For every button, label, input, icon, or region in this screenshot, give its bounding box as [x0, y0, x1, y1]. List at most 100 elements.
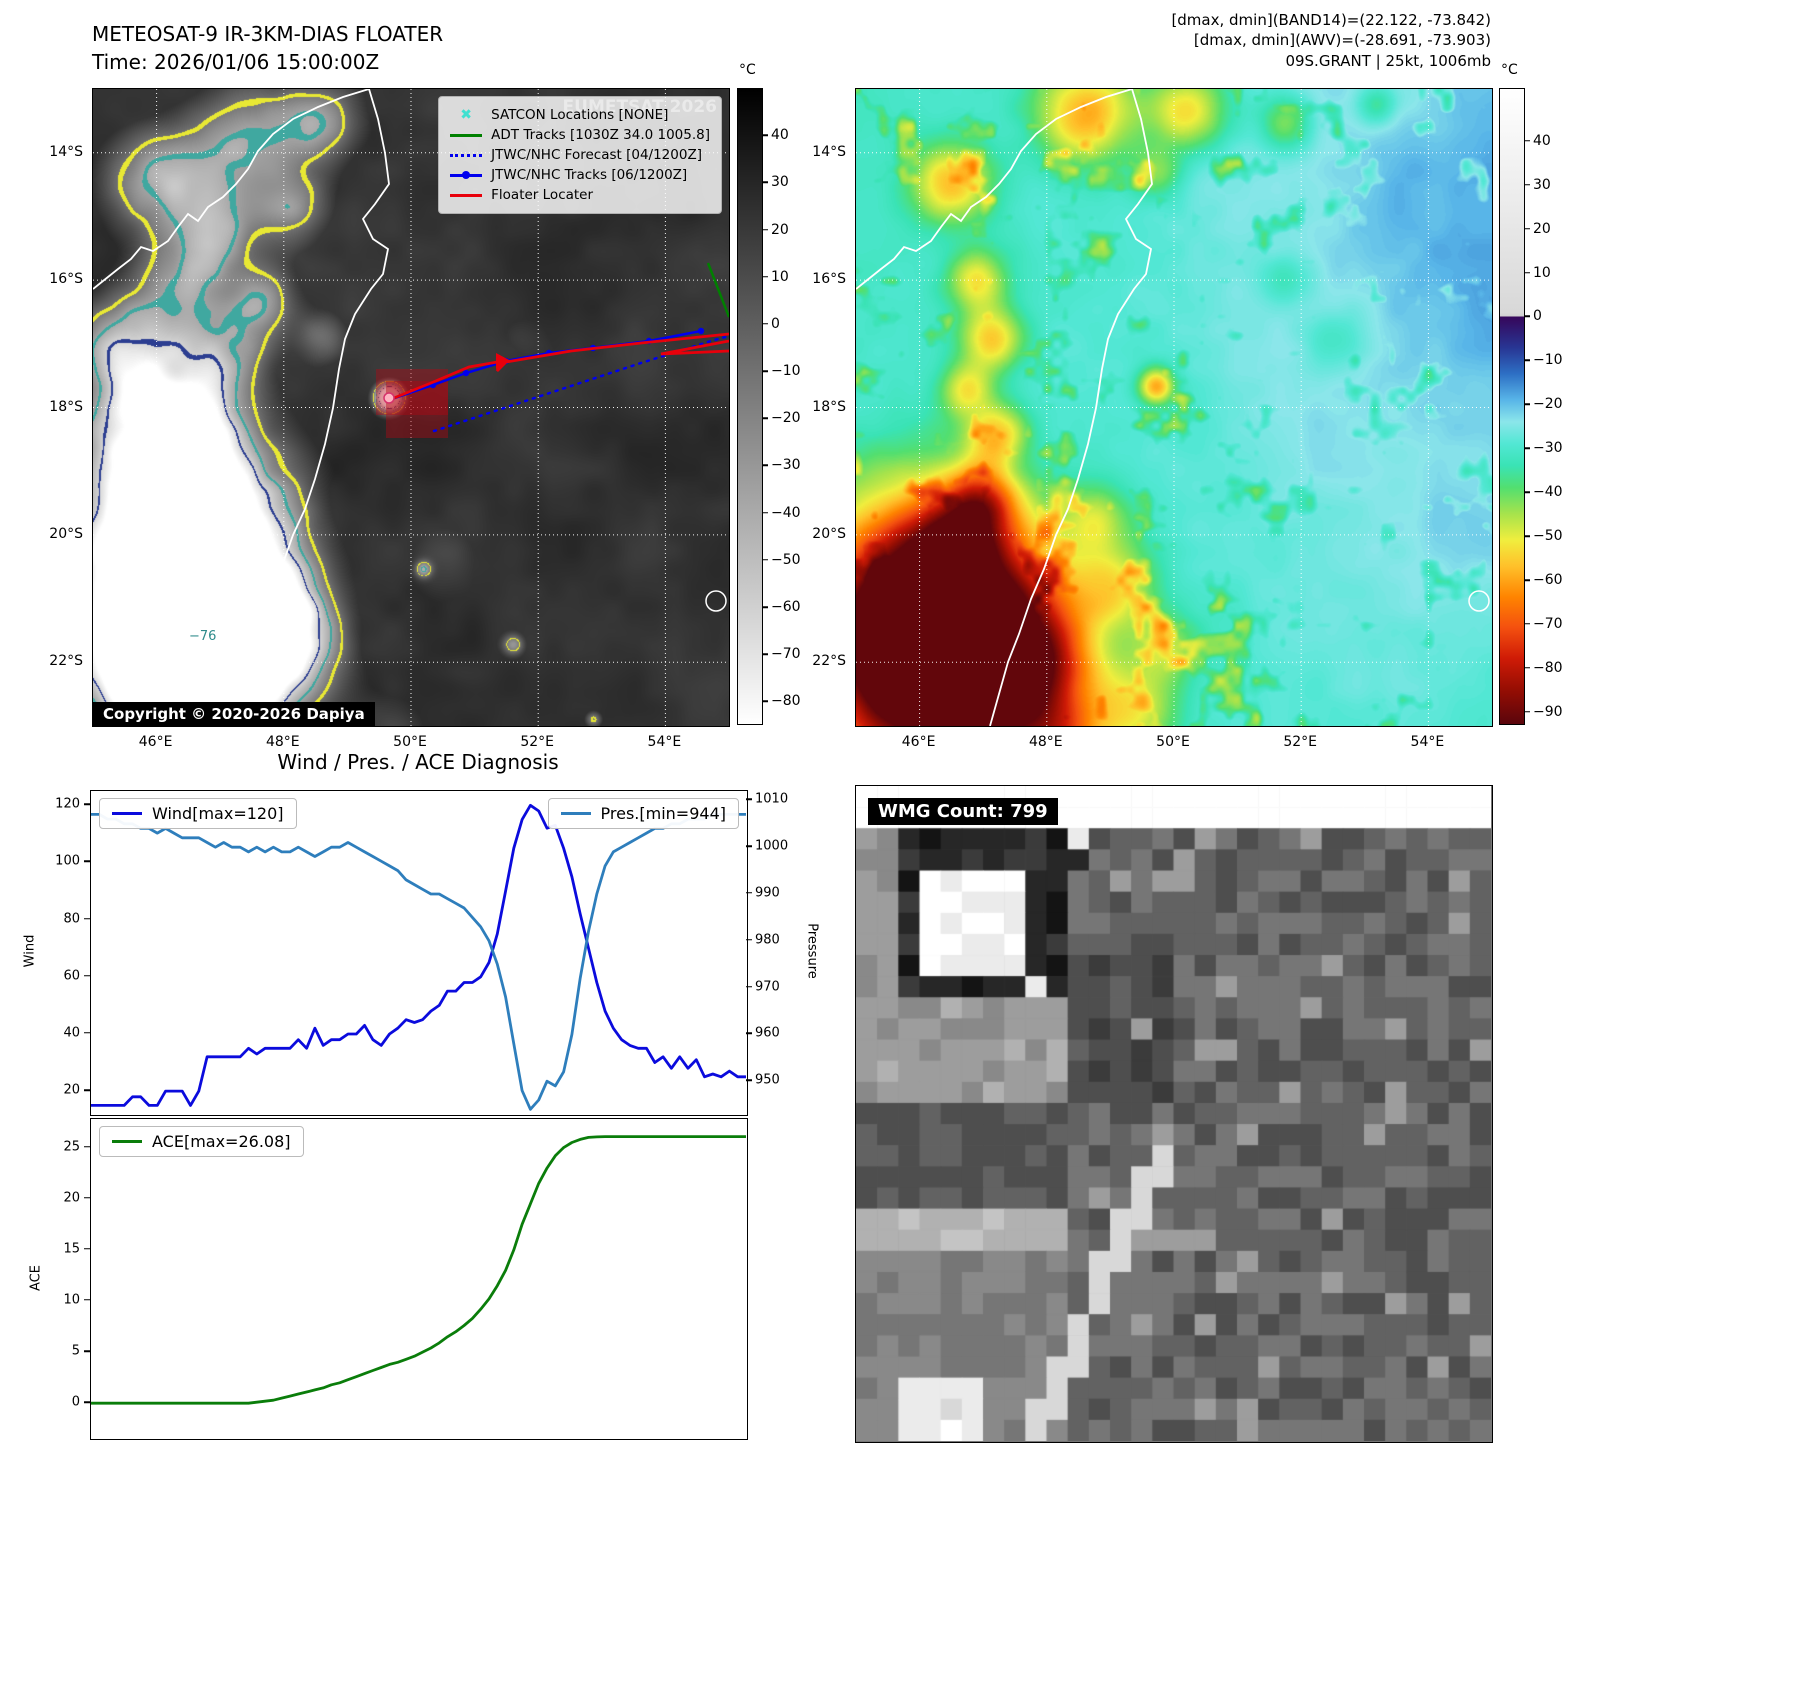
axis-tick-mark — [84, 1032, 90, 1034]
colorbar-tick-mark — [763, 417, 768, 420]
axis-tick-label: 990 — [755, 885, 780, 901]
colorbar-tick-label: −70 — [771, 646, 801, 663]
colorbar-tick-label: 10 — [1533, 264, 1551, 281]
colorbar-tick-label: 40 — [1533, 132, 1551, 149]
floater-line-icon — [450, 193, 483, 197]
lat-tick-label: 14°S — [49, 143, 83, 160]
legend-item-satcon: ✖ SATCON Locations [NONE] — [450, 107, 710, 123]
colorbar-tick-mark — [1525, 271, 1530, 274]
ir-map-panel: EUMETSAT 2026 ✖ SATCON Locations [NONE] … — [92, 88, 730, 727]
ir-panel-subtitle: Time: 2026/01/06 15:00:00Z — [92, 50, 380, 74]
lon-tick-label: 50°E — [1156, 734, 1190, 750]
map-legend: ✖ SATCON Locations [NONE] ADT Tracks [10… — [438, 96, 722, 214]
lat-tick-label: 22°S — [812, 653, 846, 670]
colorbar-tick-mark — [1525, 139, 1530, 142]
colorbar-tick-label: 20 — [771, 221, 789, 238]
wmg-pixel-image — [856, 786, 1491, 1441]
axis-tick-label: 1010 — [755, 791, 789, 807]
colorbar-tick-mark — [1525, 535, 1530, 537]
legend-item-jtwc-track: JTWC/NHC Tracks [06/1200Z] — [450, 167, 710, 183]
axis-tick-mark — [84, 860, 90, 863]
colorbar-tick-mark — [763, 559, 768, 561]
track-dot-icon — [462, 170, 471, 179]
colorbar-tick-label: 10 — [771, 268, 789, 285]
wind-pressure-chart-panel: Wind[max=120] Pres.[min=944] — [89, 790, 748, 1116]
axis-tick-mark — [746, 892, 752, 894]
colorbar-tick-mark — [1525, 183, 1530, 186]
lat-tick-label: 18°S — [49, 398, 83, 415]
awv-header-band14: [dmax, dmin](BAND14)=(22.122, -73.842) — [1171, 11, 1491, 29]
lon-tick-label: 46°E — [138, 734, 173, 750]
lat-tick-label: 16°S — [49, 271, 83, 288]
ace-chart-panel: ACE[max=26.08] — [89, 1118, 748, 1440]
colorbar-tick-label: 0 — [771, 315, 780, 332]
ir-colorbar-unit: °C — [739, 62, 756, 78]
axis-tick-mark — [84, 1299, 90, 1301]
axis-tick-label: 100 — [55, 853, 80, 869]
wind-pressure-chart — [89, 803, 748, 1111]
pressure-line-icon — [560, 811, 591, 816]
axis-tick-mark — [84, 917, 90, 920]
legend-item-adt: ADT Tracks [1030Z 34.0 1005.8] — [450, 127, 710, 143]
axis-tick-mark — [84, 1350, 90, 1352]
legend-label: ADT Tracks [1030Z 34.0 1005.8] — [491, 127, 710, 143]
colorbar-tick-mark — [1525, 623, 1530, 625]
awv-satellite-image — [856, 89, 1492, 726]
colorbar-tick-mark — [763, 511, 768, 514]
awv-map-panel — [855, 88, 1493, 727]
colorbar-tick-mark — [1525, 711, 1530, 713]
colorbar-tick-mark — [763, 228, 768, 231]
forecast-line-icon — [450, 153, 483, 157]
colorbar-tick-mark — [763, 700, 768, 703]
colorbar-tick-label: −10 — [1533, 352, 1563, 369]
pressure-axis-label: Pressure — [804, 923, 820, 979]
ir-map-overlay — [93, 89, 729, 726]
axis-tick-mark — [746, 985, 752, 988]
diagnosis-title: Wind / Pres. / ACE Diagnosis — [277, 750, 559, 774]
legend-item-floater: Floater Locater — [450, 187, 710, 203]
axis-tick-label: 15 — [63, 1241, 80, 1257]
lat-tick-label: 22°S — [49, 653, 83, 670]
colorbar-tick-mark — [1525, 447, 1530, 449]
ace-line-icon — [112, 1139, 142, 1144]
colorbar-tick-label: −20 — [771, 410, 801, 427]
contour-value-label: −76 — [189, 629, 217, 644]
lon-tick-label: 54°E — [647, 734, 682, 750]
colorbar-tick-label: −60 — [1533, 572, 1563, 589]
colorbar-tick-label: 30 — [771, 174, 789, 191]
axis-tick-mark — [84, 803, 90, 806]
axis-tick-mark — [84, 975, 90, 977]
axis-tick-mark — [746, 1032, 752, 1035]
wmg-count-label: WMG Count: 799 — [868, 798, 1058, 825]
awv-colorbar — [1499, 88, 1525, 725]
colorbar-tick-label: 30 — [1533, 176, 1551, 193]
colorbar-tick-label: −40 — [1533, 484, 1563, 501]
colorbar-tick-label: −10 — [771, 363, 801, 380]
axis-tick-mark — [746, 1079, 752, 1081]
axis-tick-mark — [84, 1145, 90, 1148]
wind-legend: Wind[max=120] — [99, 798, 297, 829]
colorbar-tick-mark — [763, 323, 768, 325]
wind-legend-label: Wind[max=120] — [152, 804, 284, 823]
axis-tick-mark — [84, 1197, 90, 1199]
axis-tick-label: 10 — [63, 1292, 80, 1308]
colorbar-tick-label: 40 — [771, 127, 789, 144]
colorbar-tick-label: −20 — [1533, 396, 1563, 413]
axis-tick-label: 0 — [71, 1394, 80, 1410]
colorbar-tick-mark — [763, 134, 768, 136]
colorbar-tick-label: −30 — [1533, 440, 1563, 457]
awv-map-overlay — [856, 89, 1492, 726]
axis-tick-mark — [746, 939, 752, 941]
ace-chart — [89, 1135, 748, 1405]
axis-tick-label: 120 — [55, 796, 80, 812]
axis-tick-label: 60 — [63, 968, 80, 984]
wind-line-icon — [112, 811, 142, 816]
axis-tick-mark — [746, 845, 752, 847]
adt-track-line-icon — [450, 133, 483, 137]
colorbar-tick-label: −40 — [771, 504, 801, 521]
axis-tick-label: 25 — [63, 1139, 80, 1155]
axis-tick-mark — [746, 798, 752, 801]
legend-item-forecast: JTWC/NHC Forecast [04/1200Z] — [450, 147, 710, 163]
colorbar-tick-mark — [1525, 359, 1530, 362]
axis-tick-mark — [84, 1089, 90, 1091]
